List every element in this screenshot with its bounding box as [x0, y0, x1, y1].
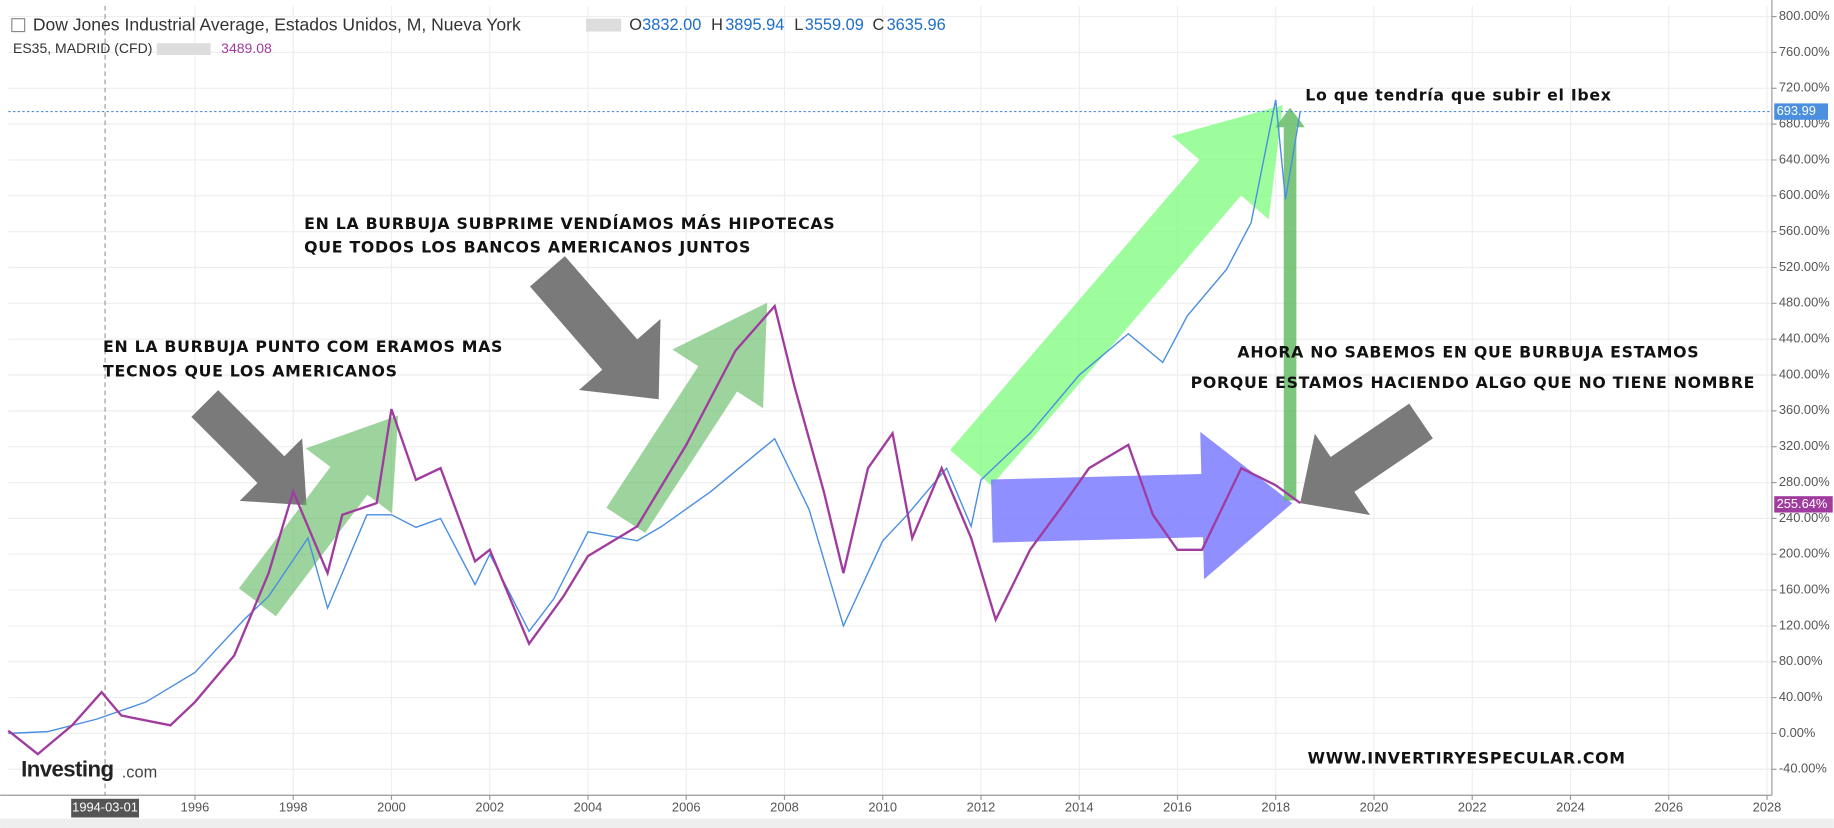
y-tick-label: 40.00%	[1779, 689, 1823, 704]
ohlc-key: C	[873, 16, 885, 34]
toolbar	[0, 818, 1834, 828]
x-tick-label: 2008	[770, 800, 799, 815]
y-tick-label: 320.00%	[1779, 438, 1830, 453]
annotation: Lo que tendría que subir el Ibex	[1305, 85, 1611, 104]
x-tick-label: 2000	[377, 800, 406, 815]
arrow	[991, 431, 1293, 580]
arrow	[1300, 403, 1433, 516]
x-tick-label: 2006	[672, 800, 701, 815]
price-box	[1774, 496, 1833, 513]
price-box	[1774, 103, 1829, 120]
x-tick-label: 2002	[475, 800, 504, 815]
y-tick-label: 800.00%	[1779, 8, 1830, 23]
arrow	[1275, 107, 1305, 501]
arrow	[606, 302, 768, 534]
compare-value: 3489.08	[221, 40, 272, 56]
annotation: PORQUE ESTAMOS HACIENDO ALGO QUE NO TIEN…	[1191, 373, 1756, 392]
annotation: WWW.INVERTIRYESPECULAR.COM	[1308, 749, 1626, 768]
x-tick-label: 2004	[574, 800, 603, 815]
y-tick-label: 760.00%	[1779, 44, 1830, 59]
ohlc-value: 3832.00	[642, 16, 701, 34]
price-label: 255.64%	[1777, 496, 1828, 511]
x-tick-label: 2010	[868, 800, 897, 815]
y-tick-label: 520.00%	[1779, 259, 1830, 274]
annotation: AHORA NO SABEMOS EN QUE BURBUJA ESTAMOS	[1237, 343, 1699, 362]
y-tick-label: 80.00%	[1779, 653, 1823, 668]
x-tick-label: 2022	[1458, 800, 1487, 815]
date-box	[71, 798, 139, 818]
ohlc-value: 3635.96	[887, 16, 946, 34]
ohlc-value: 3895.94	[725, 16, 784, 34]
x-tick-label: 2028	[1753, 800, 1782, 815]
y-tick-label: 440.00%	[1779, 331, 1830, 346]
y-tick-label: 240.00%	[1779, 510, 1830, 525]
y-tick-label: 200.00%	[1779, 546, 1830, 561]
y-tick-label: 280.00%	[1779, 474, 1830, 489]
arrow	[529, 256, 661, 400]
y-tick-label: 560.00%	[1779, 223, 1830, 238]
annotation: TECNOS QUE LOS AMERICANOS	[103, 361, 398, 380]
y-tick-label: 160.00%	[1779, 581, 1830, 596]
x-tick-label: 2016	[1163, 800, 1192, 815]
chart-title: Dow Jones Industrial Average, Estados Un…	[33, 14, 521, 34]
y-tick-label: 120.00%	[1779, 617, 1830, 632]
series-icons	[586, 18, 622, 32]
y-tick-label: 360.00%	[1779, 402, 1830, 417]
x-tick-label: 2018	[1261, 800, 1290, 815]
y-tick-label: 640.00%	[1779, 151, 1830, 166]
ohlc-key: O	[629, 16, 642, 34]
ohlc-key: L	[794, 16, 803, 34]
annotation: QUE TODOS LOS BANCOS AMERICANOS JUNTOS	[304, 237, 751, 256]
annotation: EN LA BURBUJA SUBPRIME VENDÍAMOS MÁS HIP…	[304, 214, 835, 233]
series-line	[7, 303, 1301, 756]
series-line	[8, 99, 1301, 735]
watermark: .com	[122, 763, 157, 781]
arrows	[191, 105, 1433, 617]
series-icons	[156, 43, 211, 55]
x-tick-label: 2012	[967, 800, 996, 815]
y-tick-label: -40.00%	[1779, 761, 1827, 776]
x-tick-label: 2024	[1556, 800, 1585, 815]
plot	[7, 5, 1772, 796]
ohlc-key: H	[711, 16, 723, 34]
price-label: 693.99	[1777, 103, 1816, 118]
x-tick-label: 1996	[181, 800, 210, 815]
x-tick-label: 2014	[1065, 800, 1094, 815]
x-tick-label: 2026	[1654, 800, 1683, 815]
arrow	[191, 390, 307, 506]
labels: -40.00% 0.00% 40.00% 80.00% 120.00% 160.00% 20…	[13, 8, 1833, 818]
y-tick-label: 480.00%	[1779, 295, 1830, 310]
y-tick-label: 400.00%	[1779, 366, 1830, 381]
watermark: Investing	[21, 757, 113, 782]
y-tick-label: 0.00%	[1779, 725, 1815, 740]
x-tick-label: 2020	[1360, 800, 1389, 815]
annotation: EN LA BURBUJA PUNTO COM ERAMOS MAS	[103, 337, 503, 356]
date-label: 1994-03-01	[72, 800, 138, 815]
y-tick-label: 600.00%	[1779, 187, 1830, 202]
y-tick-label: 720.00%	[1779, 80, 1830, 95]
arrow	[950, 105, 1283, 486]
x-tick-label: 1998	[279, 800, 308, 815]
ohlc-value: 3559.09	[805, 16, 864, 34]
collapse-icon	[11, 18, 26, 33]
legend-entry: ES35, MADRID (CFD)	[13, 40, 152, 56]
arrow	[238, 415, 399, 617]
